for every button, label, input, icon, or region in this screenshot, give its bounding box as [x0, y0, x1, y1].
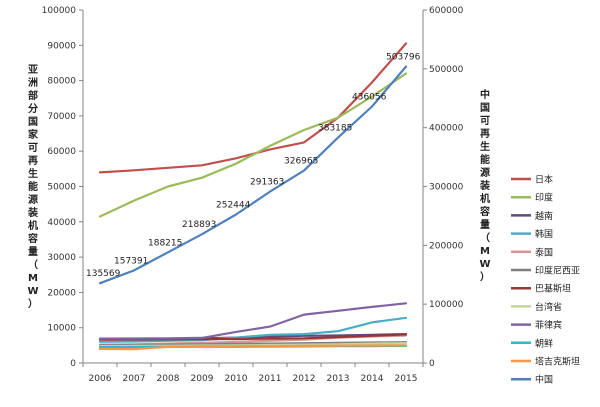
- right-tick-label: 200000: [429, 241, 464, 251]
- x-tick-label: 2007: [123, 374, 146, 384]
- right-tick-label: 100000: [429, 300, 464, 310]
- right-tick-label: 400000: [429, 124, 464, 134]
- legend-entry: 塔吉克斯坦: [535, 356, 580, 368]
- right-tick-label: 0: [429, 359, 435, 369]
- left-axis-title: 亚洲部分国家可再生能源装机容量（ M W）: [27, 64, 39, 310]
- legend-entry: 巴基斯坦: [535, 283, 571, 295]
- legend-entry: 日本: [535, 174, 553, 186]
- x-tick-label: 2013: [327, 374, 350, 384]
- legend-entry: 朝鲜: [535, 337, 553, 349]
- data-label: 188215: [148, 238, 182, 248]
- left-axis-title-text: 亚洲部分国家可再生能源装机容量（ M W）: [27, 64, 39, 310]
- left-tick-label: 30000: [47, 253, 76, 263]
- x-tick-label: 2015: [395, 374, 418, 384]
- x-tick-label: 2008: [157, 374, 180, 384]
- x-tick-label: 2011: [259, 374, 282, 384]
- left-axis-ticks: 0 10000 20000 30000 40000 50000 60000 70000 8000…: [42, 6, 83, 369]
- legend-entry: 台湾省: [535, 301, 562, 313]
- legend-entry: 印度尼西亚: [535, 265, 580, 277]
- right-axis-title-text: 中国可再生能源装机容量（ M W）: [479, 88, 491, 283]
- series-line-韩国: [98, 316, 408, 343]
- data-label: 326965: [284, 157, 318, 167]
- right-tick-label: 300000: [429, 183, 464, 193]
- left-tick-label: 0: [70, 359, 76, 369]
- data-label: 218893: [182, 220, 216, 230]
- x-tick-label: 2010: [225, 374, 248, 384]
- left-tick-label: 50000: [47, 183, 76, 193]
- data-label: 383185: [318, 124, 352, 134]
- legend-entry: 韩国: [535, 228, 553, 240]
- series-line-印度: [98, 72, 408, 218]
- left-tick-label: 60000: [47, 147, 76, 157]
- series-line-塔吉克斯坦: [98, 344, 408, 351]
- x-tick-label: 2009: [191, 374, 214, 384]
- x-tick-label: 2006: [89, 374, 112, 384]
- left-tick-label: 80000: [47, 77, 76, 87]
- legend-entry: 印度: [535, 192, 553, 204]
- left-tick-label: 70000: [47, 112, 76, 122]
- series-lines: [98, 42, 408, 351]
- data-label: 291363: [250, 178, 284, 188]
- legend-entry: 菲律宾: [535, 319, 562, 331]
- legend-entry: 越南: [535, 210, 553, 222]
- right-axis-ticks: 0 100000 200000 300000 400000 500000 600000: [423, 6, 464, 369]
- data-label: 252444: [216, 200, 251, 210]
- left-tick-label: 100000: [42, 6, 77, 16]
- left-tick-label: 90000: [47, 41, 76, 51]
- x-tick-label: 2012: [293, 374, 316, 384]
- right-tick-label: 600000: [429, 6, 464, 16]
- data-label: 436056: [352, 92, 387, 102]
- series-line-日本: [98, 42, 408, 174]
- legend-entry: 泰国: [535, 246, 553, 258]
- right-tick-label: 500000: [429, 65, 464, 75]
- left-tick-label: 10000: [47, 324, 76, 334]
- data-label: 135569: [86, 269, 121, 279]
- x-tick-label: 2014: [361, 374, 384, 384]
- series-line-中国: [98, 65, 408, 285]
- left-tick-label: 40000: [47, 218, 76, 228]
- left-tick-label: 20000: [47, 288, 76, 298]
- data-label: 157391: [114, 256, 148, 266]
- series-line-菲律宾: [98, 302, 408, 340]
- data-label: 503796: [386, 53, 421, 63]
- x-axis-ticks: 2006 2007 2008 2009 2010 2011 2012 2013 2014 2015: [82, 363, 424, 384]
- right-axis-title: 中国可再生能源装机容量（ M W）: [479, 88, 491, 283]
- legend-entry: 中国: [535, 374, 553, 386]
